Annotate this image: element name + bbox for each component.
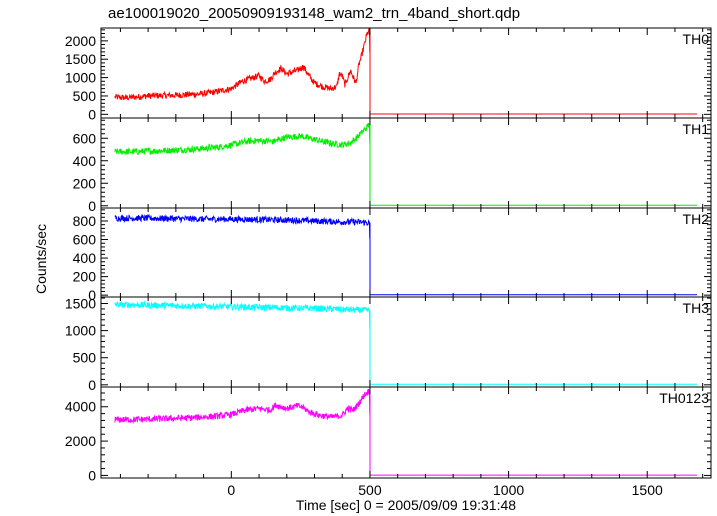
y-tick-label: 1500	[65, 51, 96, 67]
y-tick-label: 0	[88, 377, 96, 393]
panel-frame	[100, 386, 712, 479]
y-tick-label: 500	[73, 88, 97, 104]
y-tick-label: 400	[73, 250, 97, 266]
series-line-th2	[114, 213, 698, 296]
y-tick-label: 1000	[65, 323, 96, 339]
panel-frame	[100, 117, 712, 209]
series-line-th1	[114, 122, 698, 206]
y-tick-label: 0	[88, 198, 96, 214]
y-tick-label: 200	[73, 175, 97, 191]
panel-th3: 0 500 1000 1500 TH3	[65, 296, 712, 393]
panel-frame	[100, 207, 712, 298]
y-tick-label: 2000	[65, 33, 96, 49]
y-tick-label: 1000	[65, 70, 96, 86]
x-tick-label: 1500	[632, 482, 663, 498]
y-tick-label: 2000	[65, 433, 96, 449]
panel-frame	[100, 296, 712, 388]
panel-label-th3: TH3	[683, 300, 710, 316]
y-tick-label: 0	[88, 106, 96, 122]
chart-title: ae100019020_20050909193148_wam2_trn_4ban…	[108, 5, 520, 22]
x-tick-label: 500	[358, 482, 382, 498]
series-line-th3	[114, 300, 698, 385]
y-tick-label: 4000	[65, 399, 96, 415]
y-tick-label: 500	[73, 350, 97, 366]
x-axis-label: Time [sec] 0 = 2005/09/09 19:31:48	[296, 497, 516, 513]
panel-th2: 0 200 400 600 800 TH2	[73, 207, 712, 303]
panel-label-th2: TH2	[683, 211, 710, 227]
panel-label-th0123: TH0123	[659, 390, 709, 406]
panel-label-th1: TH1	[683, 121, 710, 137]
chart-panels: 0 500 1000 1500 2000 TH0 0 200 400 600 TH1 0 200 400 6…	[65, 27, 712, 498]
panel-label-th0: TH0	[683, 31, 710, 47]
y-axis-label: Counts/sec	[33, 224, 49, 294]
panel-th0: 0 500 1000 1500 2000 TH0	[65, 27, 712, 122]
y-tick-label: 800	[73, 213, 97, 229]
series-line-th0	[114, 28, 698, 115]
panel-th0123: 0 2000 4000 TH0123	[65, 386, 712, 483]
x-tick-label: 0	[227, 482, 235, 498]
panel-frame	[100, 27, 712, 119]
x-tick-label: 1000	[493, 482, 524, 498]
y-tick-label: 600	[73, 232, 97, 248]
y-tick-label: 0	[88, 467, 96, 483]
y-tick-label: 600	[73, 130, 97, 146]
panel-th1: 0 200 400 600 TH1	[73, 117, 712, 214]
y-tick-label: 400	[73, 153, 97, 169]
y-tick-label: 1500	[65, 296, 96, 312]
y-tick-label: 0	[88, 287, 96, 303]
y-tick-label: 200	[73, 269, 97, 285]
series-line-th0123	[114, 388, 698, 476]
